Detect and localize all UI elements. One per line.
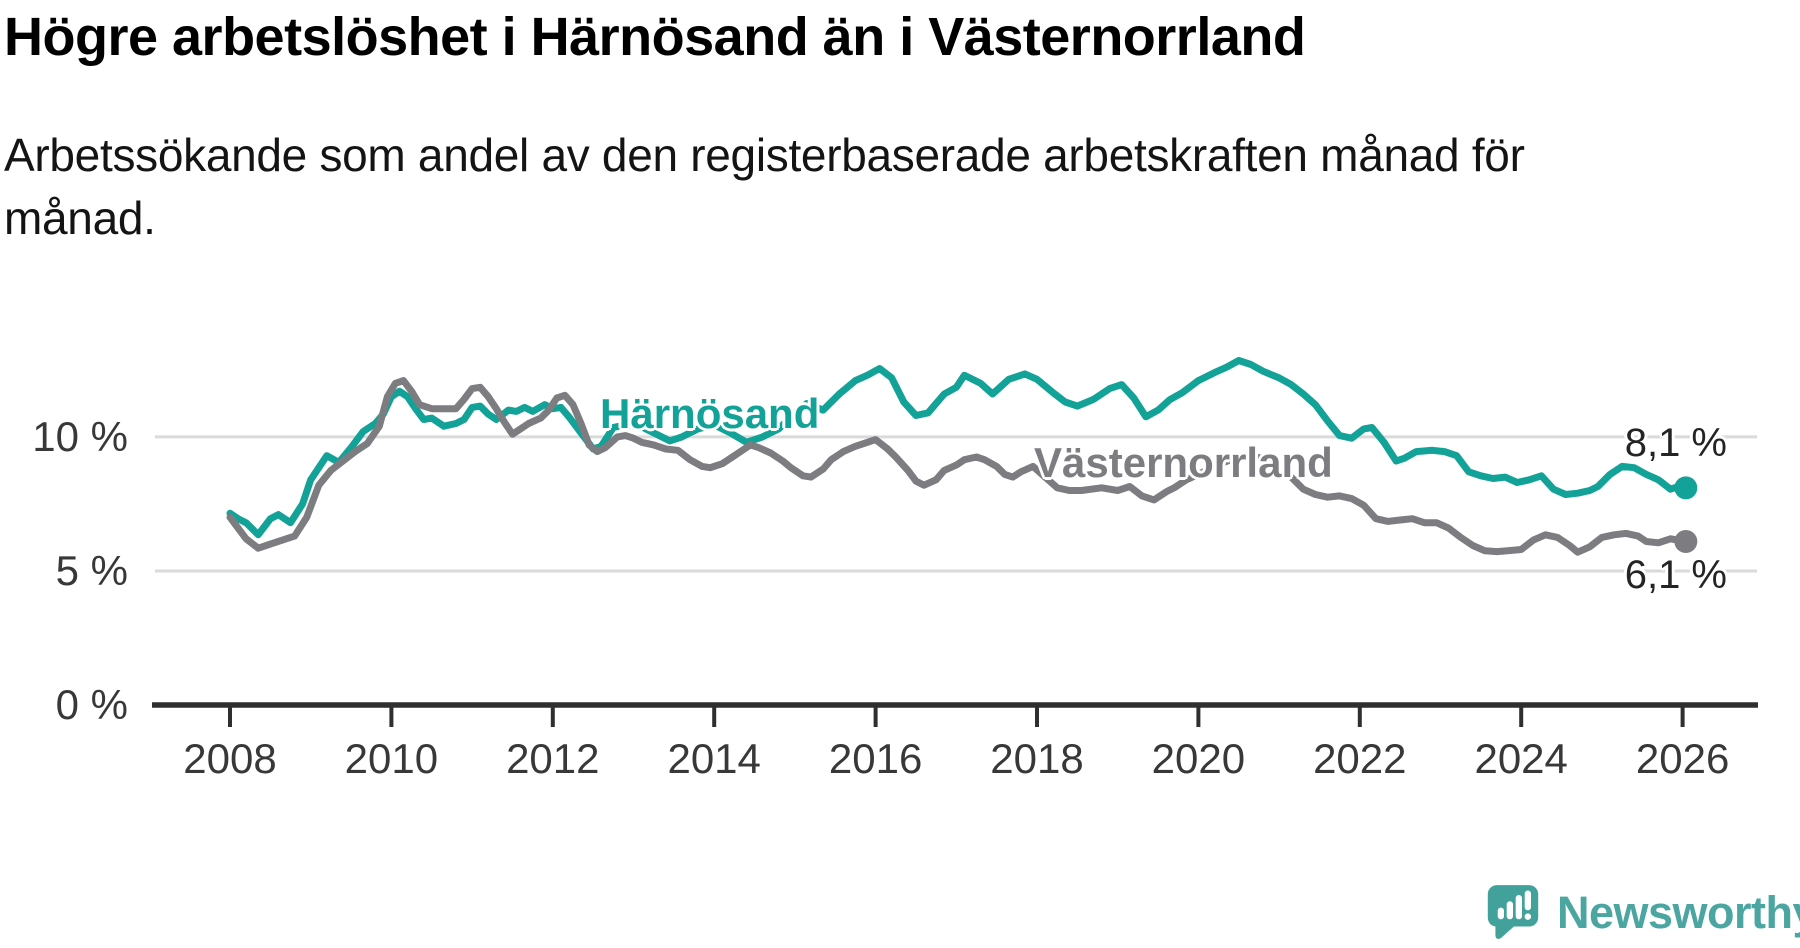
page-title: Högre arbetslöshet i Härnösand än i Väst… (4, 7, 1306, 67)
x-axis-label-2020: 2020 (1151, 735, 1246, 782)
series-label-0: Härnösand (600, 390, 820, 437)
chart-subtitle-line-1: Arbetssökande som andel av den registerb… (4, 129, 1525, 181)
x-axis-label-2022: 2022 (1313, 735, 1407, 782)
series-end-value-label-1: 6,1 % (1624, 553, 1727, 598)
x-axis-label-2008: 2008 (183, 735, 277, 782)
series-line-1 (226, 377, 1690, 556)
x-axis-label-2012: 2012 (506, 735, 600, 782)
newsworthy-logo-icon (1487, 885, 1539, 939)
series-end-dot-1 (1674, 529, 1698, 553)
newsworthy-wordmark: Newsworthy (1557, 887, 1800, 938)
x-axis-label-2016: 2016 (828, 735, 923, 782)
bar-small (1497, 907, 1504, 920)
bar-medium (1506, 901, 1513, 920)
x-axis-label-2010: 2010 (344, 735, 439, 782)
newsworthy-brand: Newsworthy (1486, 882, 1800, 944)
y-axis-label-5-percent: 5 % (55, 546, 128, 594)
series-end-value-label-0: 8,1 % (1624, 420, 1727, 465)
exclamation-dot (1524, 913, 1532, 920)
bar-tall (1515, 895, 1522, 920)
x-axis-label-2024: 2024 (1474, 735, 1568, 782)
exclamation-stem (1524, 890, 1531, 911)
y-axis-label-10-percent: 10 % (32, 412, 128, 460)
y-axis-label-0-percent: 0 % (55, 681, 128, 728)
x-axis-label-2014: 2014 (667, 735, 761, 782)
series-end-dot-0 (1674, 476, 1698, 500)
x-axis-label-2026: 2026 (1635, 735, 1730, 782)
series-line-0 (226, 357, 1690, 539)
series-label-1: Västernorrland (1034, 439, 1333, 486)
x-axis-label-2018: 2018 (990, 735, 1084, 782)
chart-subtitle-line-2: månad. (4, 192, 156, 244)
